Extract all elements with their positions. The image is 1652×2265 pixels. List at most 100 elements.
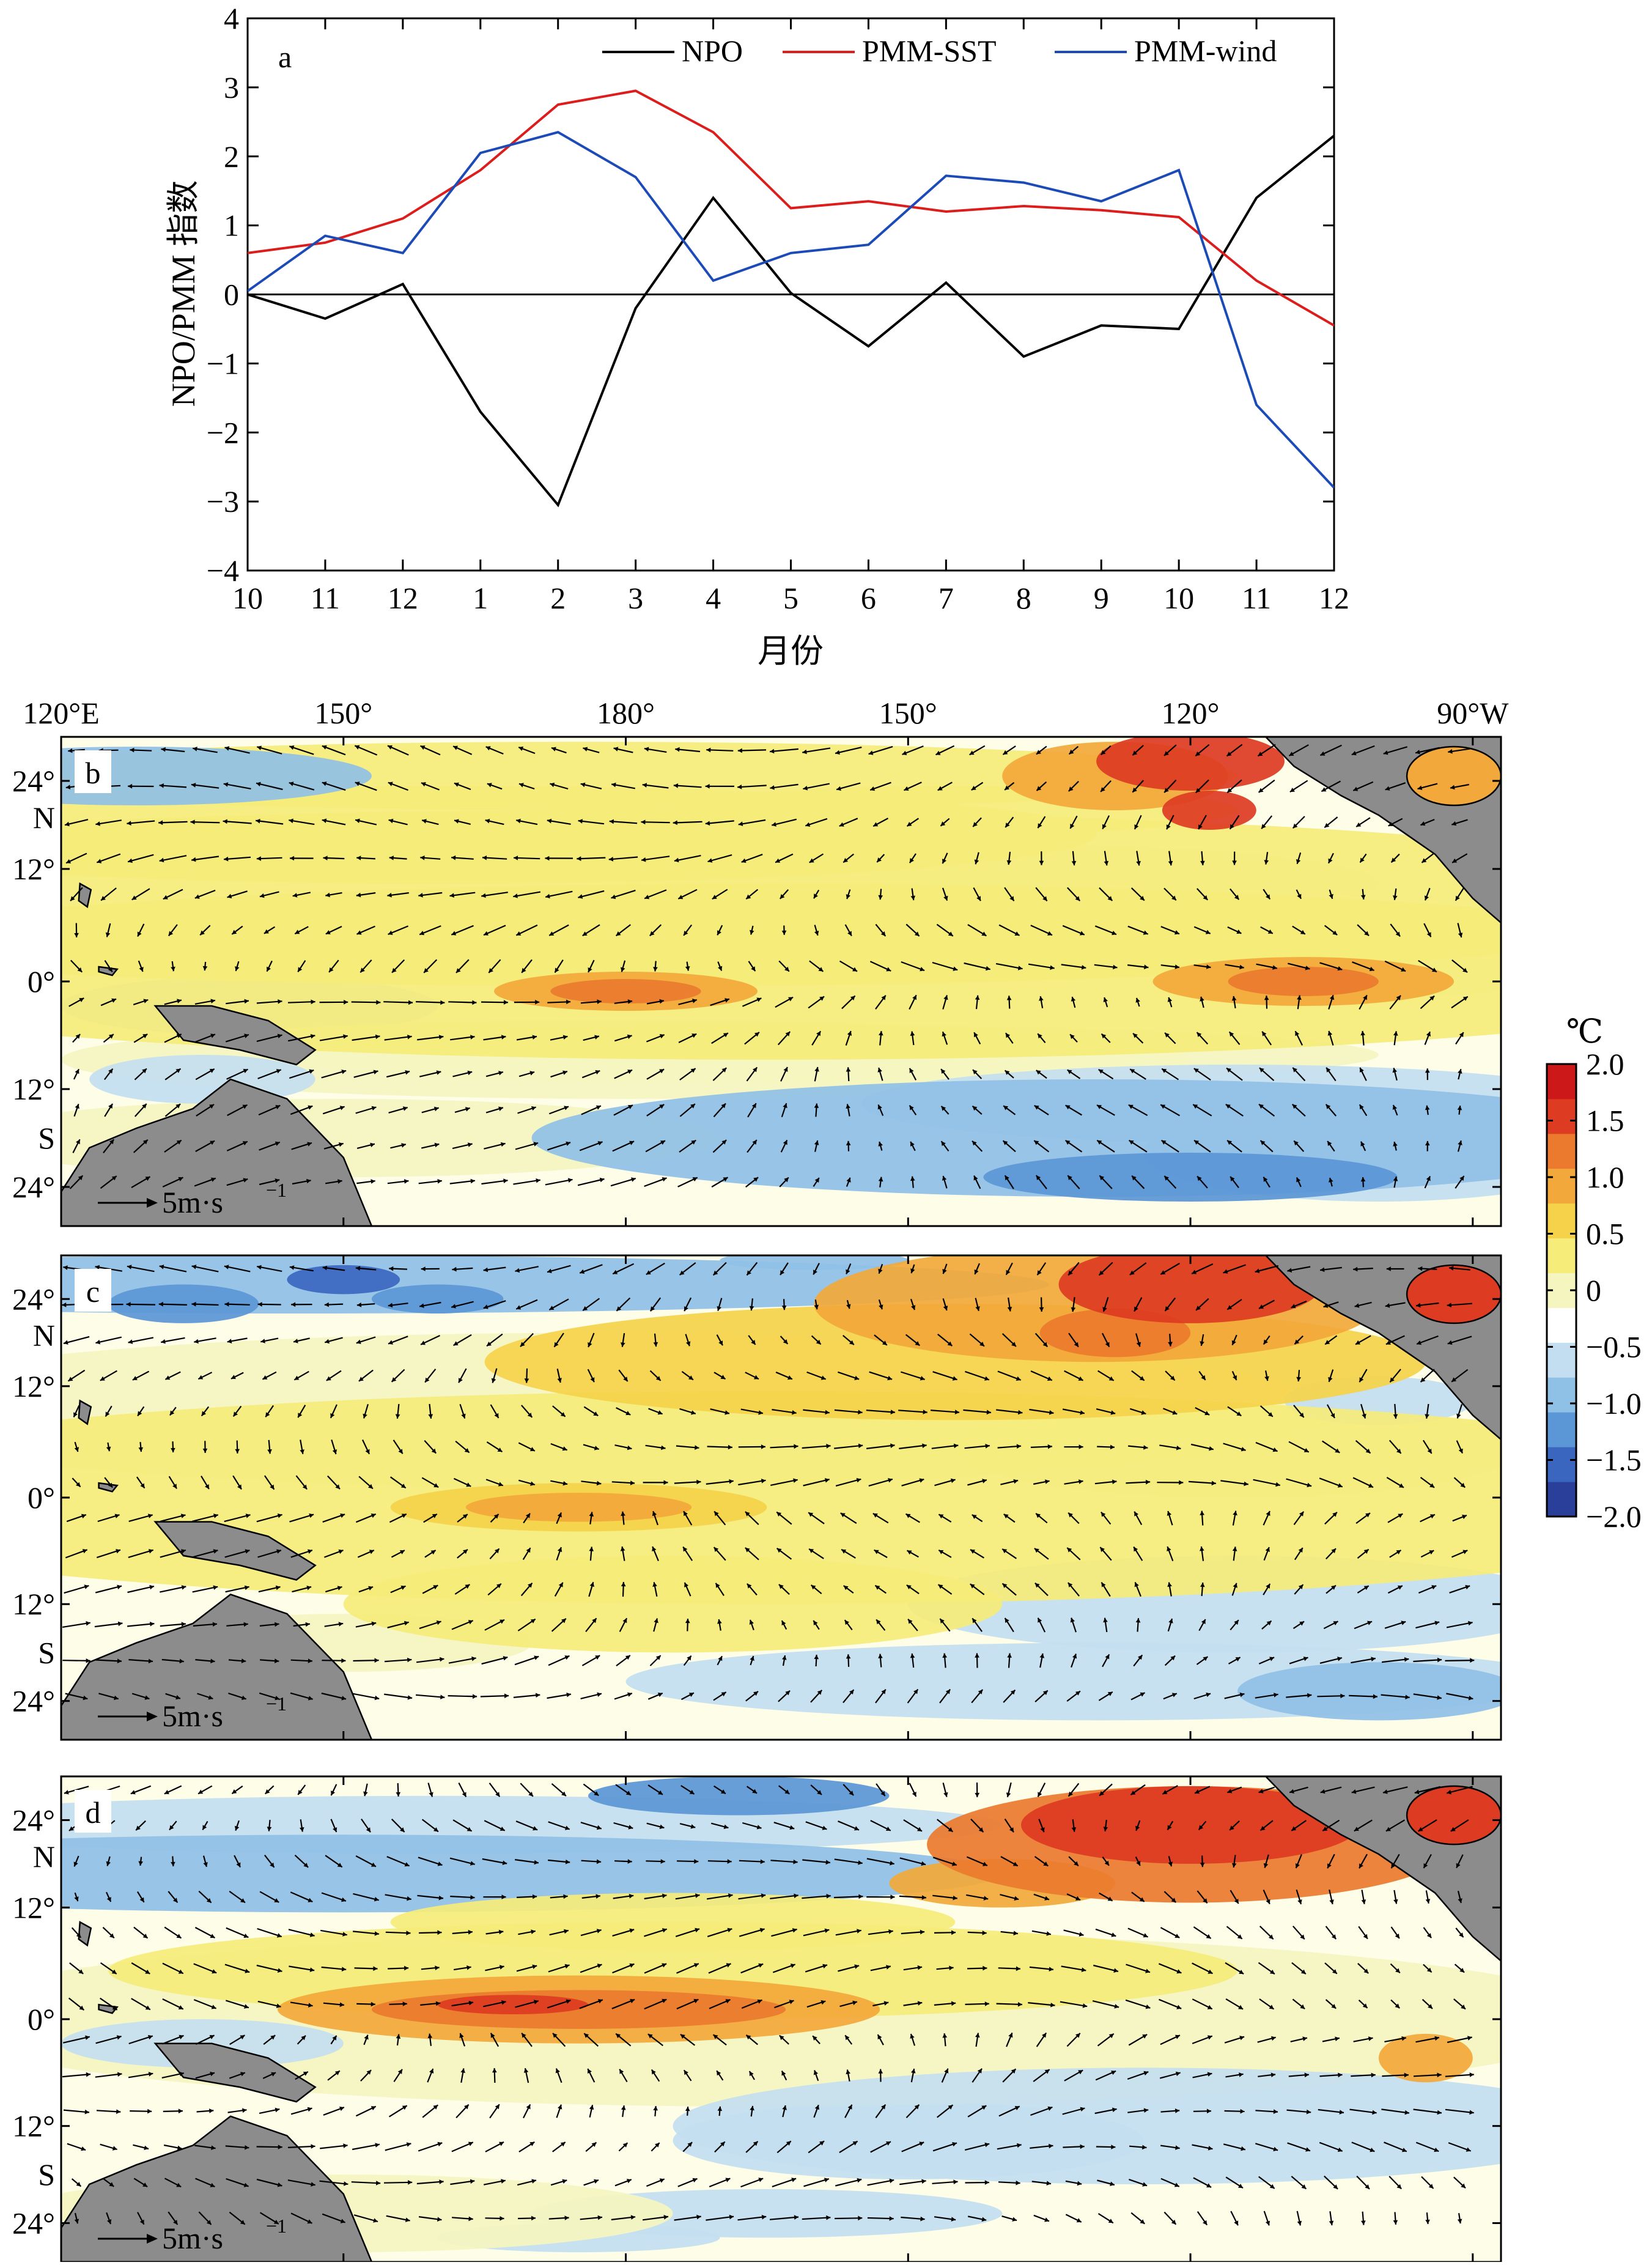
y-tick-label: 3 xyxy=(224,70,239,105)
panel-a-label: a xyxy=(278,40,292,74)
y-axis-label: NPO/PMM 指数 xyxy=(165,180,202,407)
map-lon-label: 90°W xyxy=(1437,696,1509,730)
map-lat-label: 24° xyxy=(12,764,55,798)
y-tick-label: 0 xyxy=(224,278,239,312)
colorbar-segment xyxy=(1547,1307,1576,1342)
x-tick-label: 3 xyxy=(628,581,643,615)
map-lat-label: 24° xyxy=(12,1803,55,1837)
colorbar-tick-label: −2.0 xyxy=(1586,1499,1642,1534)
x-tick-label: 10 xyxy=(1163,581,1194,615)
legend: NPO PMM-SST PMM-wind xyxy=(602,34,1277,68)
colorbar-segment xyxy=(1547,1064,1576,1099)
y-tick-label: −1 xyxy=(207,346,239,380)
map-lat-label: 24° xyxy=(12,1684,55,1718)
colorbar-tick-label: 1.5 xyxy=(1586,1104,1624,1138)
x-tick-label: 11 xyxy=(311,581,340,615)
map-lat-label: 24° xyxy=(12,1170,55,1204)
map-lat-label: 0° xyxy=(28,1480,55,1515)
map-lat-label: S xyxy=(38,2157,55,2192)
legend-label: PMM-SST xyxy=(862,34,997,68)
colorbar-segment xyxy=(1547,1377,1576,1412)
map-lat-label: 24° xyxy=(12,1282,55,1316)
map-field-c xyxy=(0,1246,1652,1740)
colorbar-tick-label: 1.0 xyxy=(1586,1160,1624,1194)
gulf-of-mexico xyxy=(1407,1265,1501,1323)
x-tick-label: 1 xyxy=(473,581,488,615)
x-tick-label: 9 xyxy=(1094,581,1109,615)
map-lat-label: 12° xyxy=(12,1072,55,1106)
colorbar-tick-label: −1.0 xyxy=(1586,1386,1642,1421)
map-lat-label: 0° xyxy=(28,964,55,999)
map-field-d xyxy=(0,1776,1614,2262)
colorbar-segment xyxy=(1547,1412,1576,1447)
x-tick-label: 12 xyxy=(388,581,418,615)
map-lat-label: N xyxy=(33,1839,55,1874)
sst-anomaly-patch xyxy=(1162,791,1256,830)
y-tick-label: −2 xyxy=(207,415,239,449)
colorbar-segment xyxy=(1547,1134,1576,1169)
x-tick-label: 12 xyxy=(1319,581,1349,615)
x-tick-label: 11 xyxy=(1242,581,1271,615)
map-lat-label: 12° xyxy=(12,2109,55,2143)
x-tick-label: 8 xyxy=(1016,581,1031,615)
map-lat-label: 24° xyxy=(12,2206,55,2240)
vector-scale-exponent: −1 xyxy=(266,1693,287,1715)
map-lat-label: S xyxy=(38,1635,55,1669)
colorbar-segment xyxy=(1547,1238,1576,1273)
map-lon-label: 120° xyxy=(1162,696,1220,730)
map-lon-label: 150° xyxy=(314,696,372,730)
map-lat-label: 12° xyxy=(12,1890,55,1924)
sst-anomaly-patch xyxy=(344,1556,1002,1652)
wind-vector xyxy=(352,1002,381,1003)
sst-anomaly-patch xyxy=(673,2067,1613,2184)
wind-vector xyxy=(127,1304,156,1305)
map-lat-label: N xyxy=(33,800,55,835)
x-axis-label: 月份 xyxy=(758,633,824,670)
gulf-of-mexico xyxy=(1407,1786,1501,1844)
sst-anomaly-patch xyxy=(1228,967,1379,996)
map-panel-c: 24°N12°0°12°S24°c5m·s−1 xyxy=(0,1246,1652,1740)
map-lat-label: N xyxy=(33,1318,55,1353)
map-field-b xyxy=(0,732,1652,1226)
colorbar-segment xyxy=(1547,1447,1576,1482)
map-lat-label: 0° xyxy=(28,2002,55,2036)
vector-scale-exponent: −1 xyxy=(266,1179,287,1201)
y-tick-label: 2 xyxy=(224,139,239,174)
map-lat-label: 12° xyxy=(12,852,55,886)
x-tick-label: 10 xyxy=(232,581,263,615)
colorbar-segment xyxy=(1547,1169,1576,1203)
x-tick-label: 5 xyxy=(783,581,798,615)
y-tick-label: 4 xyxy=(224,1,239,35)
panel-label-c: c xyxy=(86,1274,100,1309)
sst-anomaly-patch xyxy=(372,1990,786,2029)
x-tick-label: 7 xyxy=(938,581,954,615)
sst-anomaly-patch xyxy=(372,1285,503,1314)
colorbar-tick-label: −1.5 xyxy=(1586,1443,1642,1477)
colorbar-unit: ℃ xyxy=(1566,1013,1603,1050)
sst-anomaly-patch xyxy=(466,1493,691,1522)
colorbar-tick-label: 2.0 xyxy=(1586,1047,1624,1081)
vector-scale-exponent: −1 xyxy=(266,2215,287,2237)
map-lon-label: 150° xyxy=(879,696,937,730)
legend-label: NPO xyxy=(682,34,743,68)
map-panel-d: 24°N12°0°12°S24°d5m·s−1 xyxy=(0,1776,1614,2262)
sst-anomaly-patch xyxy=(550,979,701,1003)
map-lon-label: 120°E xyxy=(23,696,100,730)
map-lat-label: S xyxy=(38,1121,55,1155)
wind-vector xyxy=(1445,1660,1475,1661)
colorbar-tick-label: −0.5 xyxy=(1586,1330,1642,1364)
sst-anomaly-patch xyxy=(983,1153,1397,1202)
map-lat-label: 12° xyxy=(12,1369,55,1403)
y-tick-label: 1 xyxy=(224,209,239,243)
gulf-of-mexico xyxy=(1407,747,1501,805)
y-tick-label: −3 xyxy=(207,484,239,519)
legend-label: PMM-wind xyxy=(1134,34,1277,68)
vector-scale-label: 5m·s xyxy=(162,1699,223,1733)
colorbar-segment xyxy=(1547,1482,1576,1517)
x-tick-label: 2 xyxy=(550,581,566,615)
